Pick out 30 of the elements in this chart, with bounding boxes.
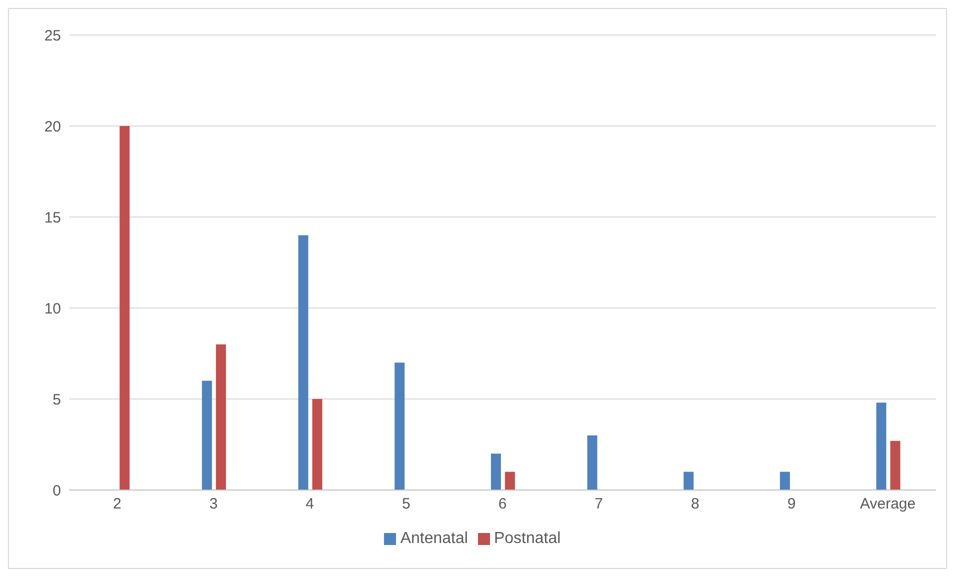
bar: [490, 454, 501, 490]
x-tick-label: 2: [112, 496, 122, 513]
bar: [312, 399, 322, 490]
y-tick-label: 0: [52, 482, 61, 500]
bar: [120, 126, 130, 490]
bar: [202, 380, 212, 490]
bar: [504, 472, 515, 490]
x-tick-label: Average: [860, 496, 916, 513]
legend-label: Antenatal: [400, 530, 468, 547]
x-tick-label: 8: [690, 496, 700, 513]
x-tick-label: 6: [498, 496, 507, 513]
y-tick-label: 20: [44, 118, 61, 136]
legend-label: Postnatal: [494, 530, 561, 547]
bar: [216, 344, 226, 490]
x-tick-label: 3: [209, 496, 218, 513]
x-tick-label: 7: [594, 496, 604, 513]
y-tick-label: 15: [44, 209, 61, 226]
x-tick-label: 5: [402, 496, 410, 513]
bar: [876, 402, 886, 490]
y-tick-label: 5: [52, 391, 61, 408]
bar: [780, 472, 790, 490]
x-tick-label: 4: [306, 496, 314, 513]
y-tick-label: 10: [44, 300, 61, 318]
bar: [394, 362, 405, 490]
bar: [684, 472, 694, 490]
bar: [587, 435, 598, 490]
bar: [298, 235, 308, 490]
y-tick-label: 25: [44, 27, 61, 44]
x-tick-label: 9: [787, 496, 796, 513]
bar: [890, 440, 900, 490]
